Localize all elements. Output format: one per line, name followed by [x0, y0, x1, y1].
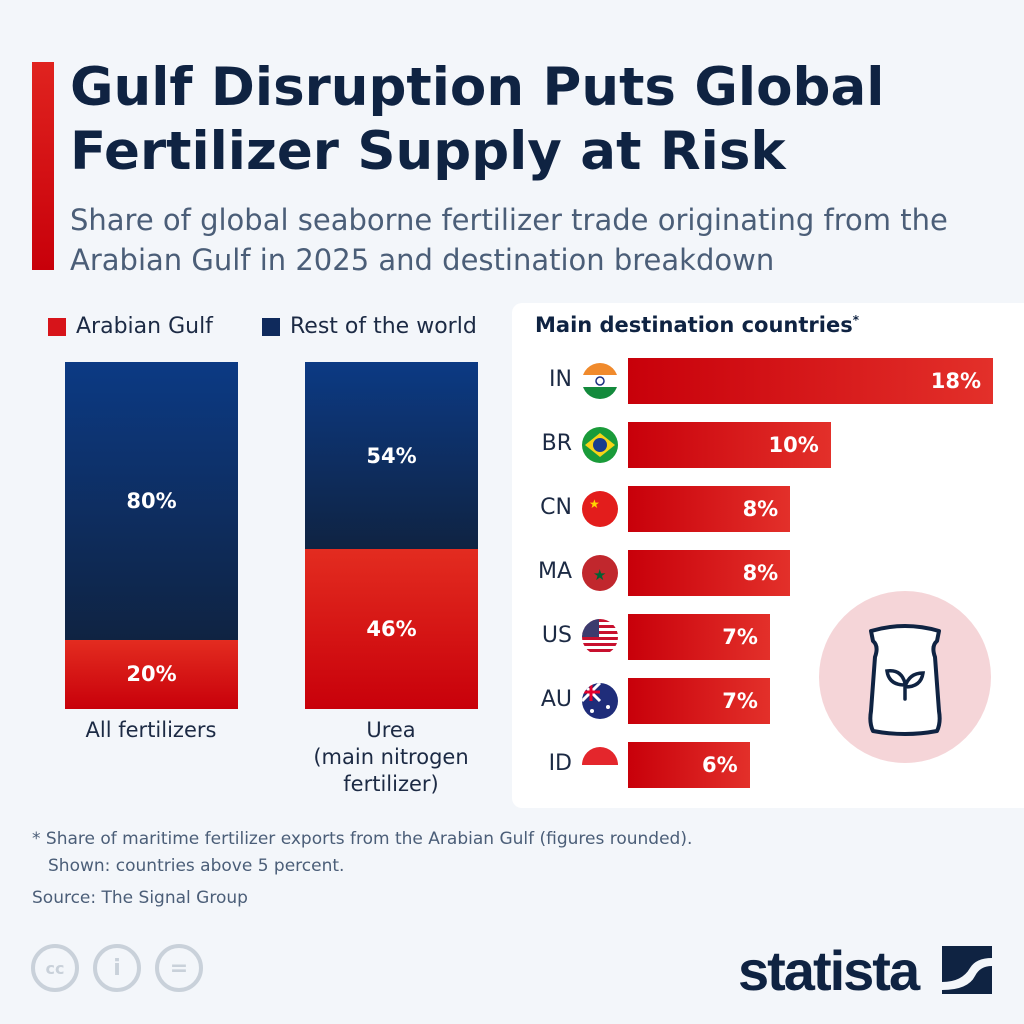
legend-item-arabian-gulf: Arabian Gulf — [48, 314, 213, 339]
country-code: MA — [537, 559, 572, 584]
cc-icon[interactable]: cc — [31, 944, 79, 992]
bar-segment-rest-of-world: 54% — [305, 362, 478, 550]
category-label: Urea (main nitrogen fertilizer) — [313, 718, 469, 796]
bar-segment-rest-of-world: 80% — [65, 362, 238, 640]
india-flag-icon — [582, 363, 618, 399]
destination-bar: 18% — [628, 358, 993, 404]
usa-flag-icon — [582, 619, 618, 655]
destination-bar: 7% — [628, 678, 770, 724]
statista-logo-mark — [942, 946, 992, 994]
panel-title: Main destination countries* — [535, 313, 859, 337]
country-code: IN — [549, 367, 572, 392]
destination-bar: 8% — [628, 486, 791, 532]
attribution-text: i — [113, 955, 121, 981]
category-label: All fertilizers — [85, 718, 217, 742]
no-derivatives-text: = — [169, 955, 189, 981]
australia-flag-icon — [582, 683, 618, 719]
indonesia-flag-icon — [582, 747, 618, 783]
country-code: CN — [540, 495, 572, 520]
legend-label: Rest of the world — [290, 314, 477, 339]
source: Source: The Signal Group — [32, 888, 248, 908]
legend-swatch — [262, 317, 280, 336]
legend-swatch — [48, 317, 66, 336]
fertilizer-bag-icon — [868, 624, 942, 736]
chart-subtitle: Share of global seaborne fertilizer trad… — [70, 203, 948, 277]
panel-title-text: Main destination countries — [535, 313, 853, 337]
attribution-icon[interactable]: i — [93, 944, 141, 992]
country-code: BR — [541, 431, 572, 456]
cc-text: cc — [45, 958, 65, 978]
destination-bar: 7% — [628, 614, 770, 660]
svg-text:★: ★ — [589, 497, 600, 511]
stacked-bar: 54% 46% — [305, 362, 478, 709]
footnote-marker: * — [852, 313, 859, 327]
footnote-2: Shown: countries above 5 percent. — [48, 856, 345, 876]
no-derivatives-icon[interactable]: = — [155, 944, 203, 992]
statista-logo[interactable]: statista — [738, 939, 920, 1002]
destination-bar: 6% — [628, 742, 750, 788]
footnote: * Share of maritime fertilizer exports f… — [32, 829, 693, 849]
china-flag-icon: ★ — [582, 491, 618, 527]
stacked-bar: 80% 20% — [65, 362, 238, 709]
legend-label: Arabian Gulf — [76, 314, 213, 339]
brazil-flag-icon — [582, 427, 618, 463]
morocco-flag-icon: ★ — [582, 555, 618, 591]
legend-item-rest-of-world: Rest of the world — [262, 314, 477, 339]
illustration-circle — [819, 591, 991, 763]
country-code: US — [541, 623, 572, 648]
bar-segment-arabian-gulf: 46% — [305, 549, 478, 709]
svg-text:★: ★ — [593, 566, 606, 584]
country-code: ID — [548, 751, 572, 776]
destination-bar: 8% — [628, 550, 791, 596]
bar-segment-arabian-gulf: 20% — [65, 639, 238, 709]
destination-bar: 10% — [628, 422, 831, 468]
chart-title: Gulf Disruption Puts Global Fertilizer S… — [70, 57, 885, 182]
country-code: AU — [540, 687, 572, 712]
accent-bar — [32, 62, 54, 270]
